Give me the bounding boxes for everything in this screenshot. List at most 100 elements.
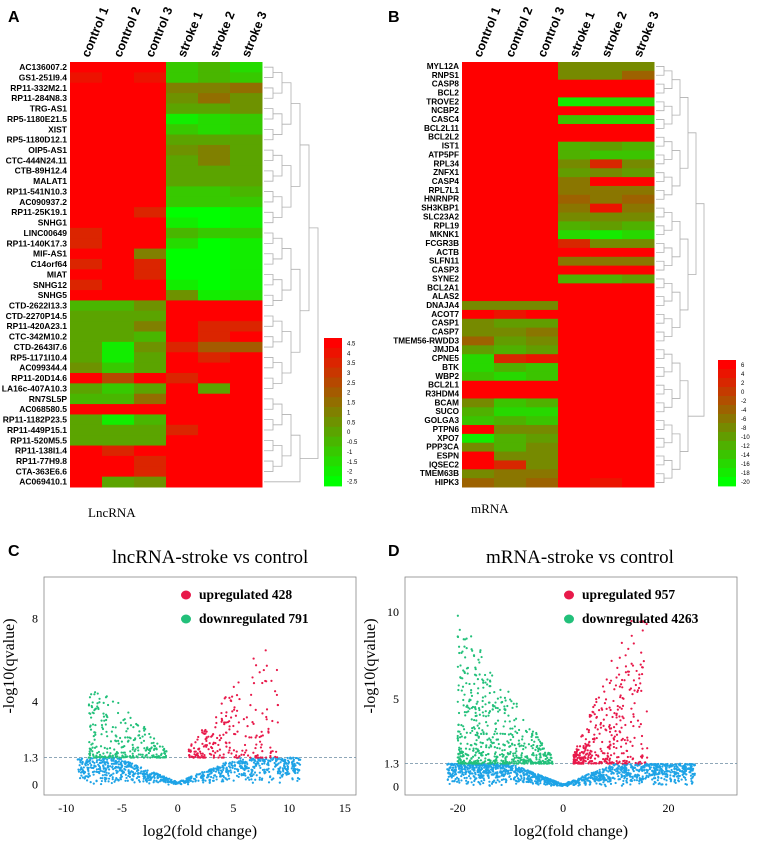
point-upregulated	[597, 755, 600, 758]
point-downregulated	[463, 711, 466, 714]
point-upregulated	[608, 681, 611, 685]
heatmap-cell	[494, 398, 527, 408]
legend-label: 4	[741, 372, 745, 378]
point-downregulated	[470, 718, 473, 721]
point-not-significant	[625, 771, 628, 774]
heatmap-cell	[622, 345, 655, 355]
point-not-significant	[617, 775, 620, 778]
heatmap-cell	[462, 194, 495, 205]
heatmap-cell	[590, 274, 623, 284]
point-downregulated	[489, 671, 492, 674]
point-upregulated	[589, 720, 592, 723]
point-not-significant	[451, 780, 454, 783]
point-downregulated	[475, 674, 478, 677]
legend-swatch	[324, 436, 342, 447]
point-upregulated	[233, 708, 236, 711]
point-not-significant	[84, 764, 87, 767]
heatmap-column-label: control 1	[471, 5, 504, 59]
point-not-significant	[219, 775, 222, 778]
heatmap-cell	[70, 455, 103, 467]
point-upregulated	[274, 755, 277, 758]
x-tick-label: 0	[560, 801, 566, 815]
y-axis-label: -log10(qvalue)	[1, 618, 18, 713]
point-upregulated	[595, 736, 598, 740]
point-upregulated	[596, 728, 599, 731]
point-not-significant	[119, 776, 122, 780]
point-not-significant	[447, 769, 450, 772]
point-downregulated	[507, 733, 510, 736]
heatmap-cell	[230, 134, 263, 146]
heatmap-cell	[622, 97, 655, 107]
point-not-significant	[588, 780, 591, 783]
heatmap-row-label: CTC-342M10.2	[9, 332, 67, 342]
heatmap-lncrna: control 1 control 2 control 3 stroke 1 strok…	[2, 5, 358, 488]
point-downregulated	[152, 744, 156, 747]
point-upregulated	[572, 753, 575, 757]
heatmap-row-label: ZNFX1	[433, 168, 459, 177]
heatmap-cell	[230, 310, 263, 322]
heatmap-cell	[462, 115, 495, 125]
point-not-significant	[517, 780, 520, 783]
heatmap-cell	[230, 155, 263, 167]
point-downregulated	[476, 692, 479, 695]
heatmap-cell	[558, 265, 591, 275]
point-not-significant	[105, 771, 108, 774]
heatmap-cell	[166, 144, 199, 156]
point-downregulated	[471, 649, 474, 652]
point-downregulated	[99, 745, 103, 748]
point-downregulated	[474, 733, 477, 737]
point-not-significant	[130, 765, 133, 769]
point-not-significant	[641, 777, 644, 780]
point-not-significant	[133, 781, 136, 784]
point-not-significant	[222, 780, 225, 783]
heatmap-cell	[198, 134, 231, 146]
x-axis-label: log2(fold change)	[143, 823, 257, 840]
heatmap-cell	[134, 176, 167, 187]
point-not-significant	[469, 770, 472, 773]
point-not-significant	[544, 777, 547, 780]
point-upregulated	[582, 751, 585, 754]
point-not-significant	[235, 768, 239, 771]
point-not-significant	[78, 764, 81, 767]
point-not-significant	[479, 772, 483, 775]
point-downregulated	[523, 742, 526, 745]
point-not-significant	[454, 766, 457, 769]
heatmap-cell	[622, 371, 655, 382]
heatmap-cell	[230, 455, 263, 467]
point-upregulated	[597, 709, 601, 712]
heatmap-cell	[622, 247, 655, 258]
point-not-significant	[135, 777, 138, 780]
heatmap-cell	[102, 62, 135, 73]
point-not-significant	[121, 772, 124, 775]
point-downregulated	[104, 723, 107, 726]
legend-swatch	[324, 416, 342, 428]
point-not-significant	[578, 781, 581, 784]
heatmap-cell	[102, 155, 135, 167]
point-downregulated	[458, 757, 461, 760]
point-downregulated	[482, 679, 485, 682]
point-not-significant	[281, 767, 284, 770]
point-upregulated	[230, 699, 233, 703]
point-not-significant	[645, 774, 648, 777]
heatmap-cell	[622, 469, 655, 479]
point-upregulated	[638, 760, 642, 763]
point-upregulated	[626, 739, 629, 742]
point-not-significant	[473, 779, 476, 783]
heatmap-cell	[102, 227, 135, 239]
heatmap-cell	[590, 79, 623, 90]
heatmap-cell	[134, 445, 167, 457]
heatmap-cell	[462, 168, 495, 178]
point-not-significant	[295, 756, 298, 760]
point-downregulated	[491, 708, 494, 711]
heatmap-cell	[166, 393, 199, 405]
point-not-significant	[652, 777, 655, 780]
heatmap-cell	[558, 460, 591, 470]
point-downregulated	[539, 760, 542, 763]
point-not-significant	[691, 781, 694, 784]
point-upregulated	[573, 750, 577, 754]
heatmap-cell	[494, 221, 527, 231]
heatmap-cell	[558, 380, 591, 391]
point-not-significant	[106, 758, 109, 761]
point-downregulated	[136, 756, 139, 759]
point-not-significant	[678, 774, 681, 778]
